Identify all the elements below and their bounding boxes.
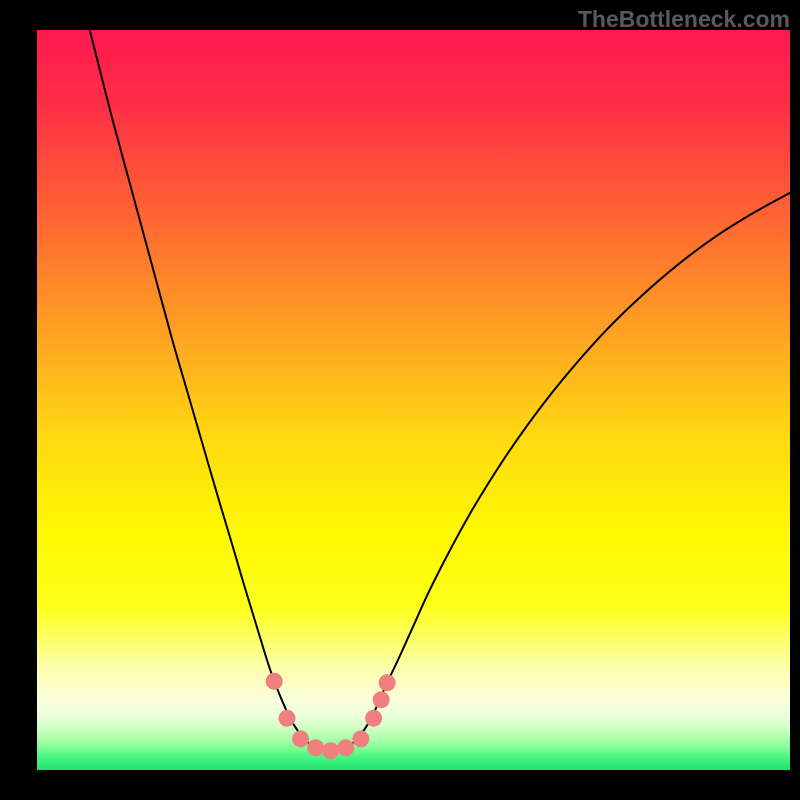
chart-background [37,30,790,770]
curve-marker [337,739,354,756]
curve-marker [307,739,324,756]
chart-svg [37,30,790,770]
watermark-text: TheBottleneck.com [578,6,790,33]
curve-marker [365,710,382,727]
curve-marker [266,673,283,690]
chart-plot-area [37,30,790,770]
curve-marker [322,742,339,759]
curve-marker [373,691,390,708]
curve-marker [352,730,369,747]
curve-marker [292,730,309,747]
curve-marker [379,674,396,691]
curve-marker [278,710,295,727]
